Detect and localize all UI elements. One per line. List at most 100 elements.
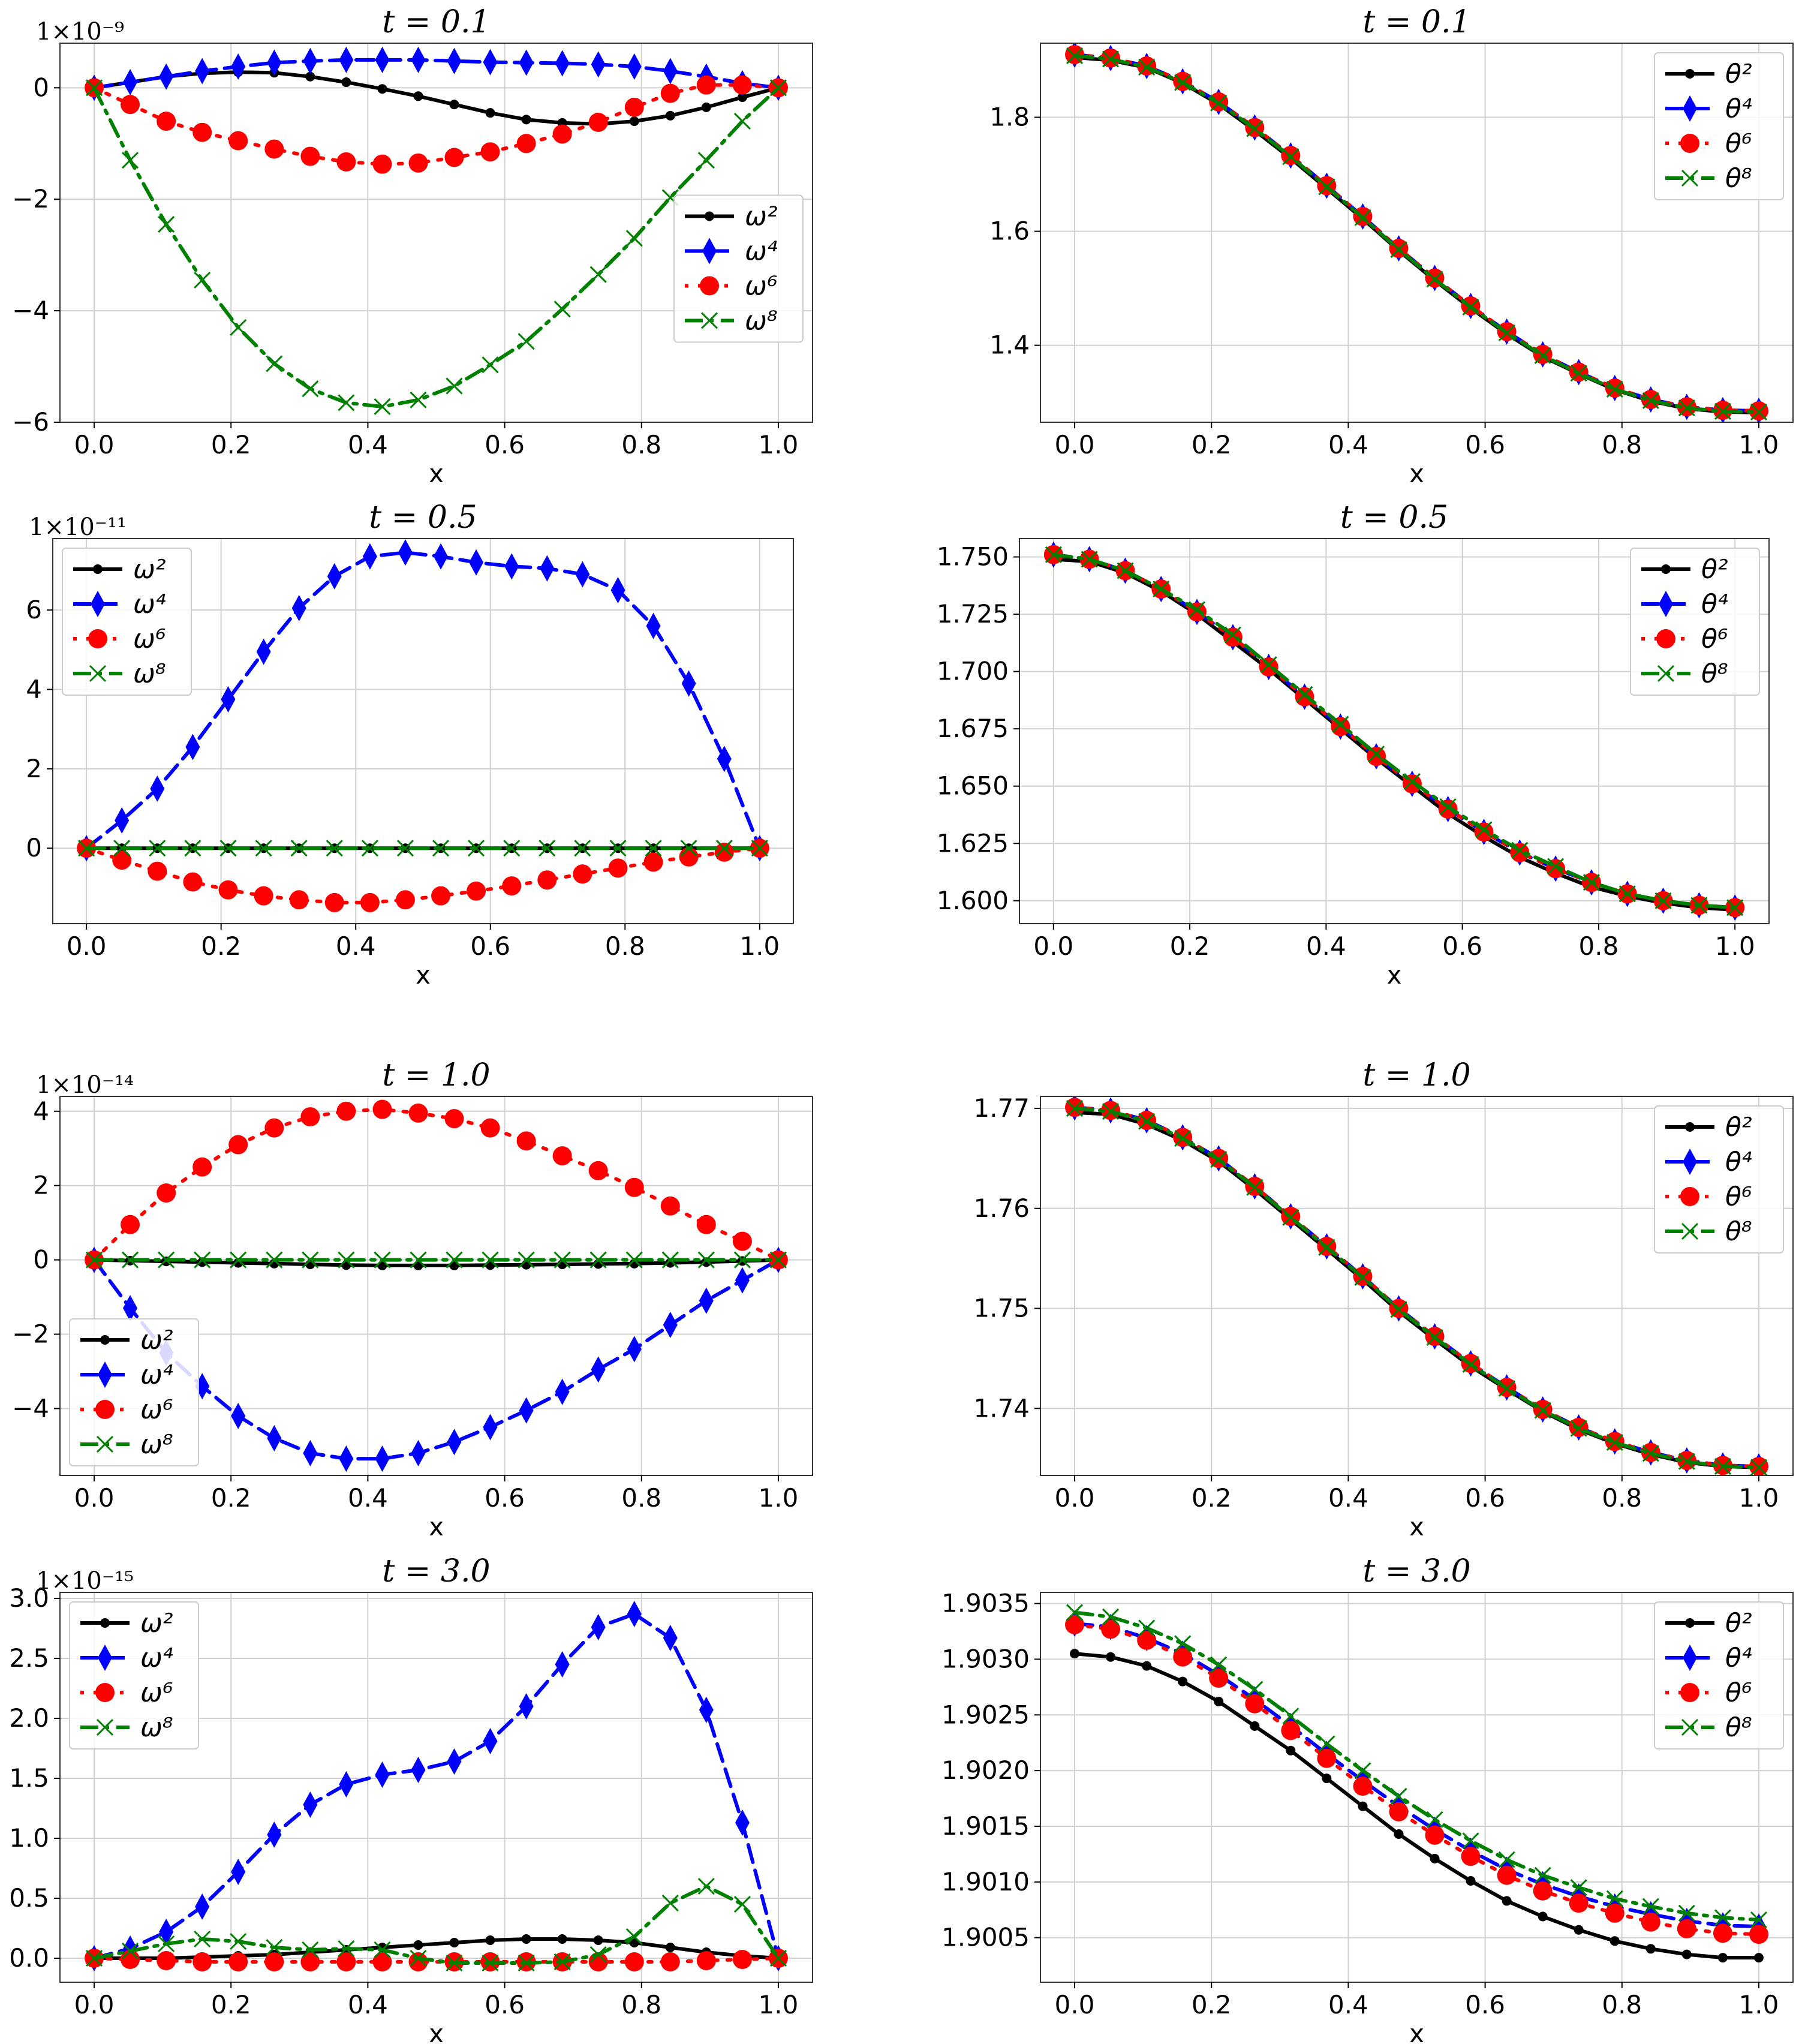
- data-point: [115, 807, 130, 834]
- x-tick-label: 0.8: [621, 1483, 661, 1513]
- x-tick-label: 1.0: [759, 1483, 799, 1513]
- chart-title: t = 0.5: [1340, 500, 1448, 536]
- data-point: [228, 1952, 248, 1971]
- data-point: [372, 1952, 392, 1971]
- data-point: [195, 1893, 210, 1920]
- data-point: [503, 840, 521, 857]
- data-point: [264, 1952, 284, 1971]
- data-point: [300, 1107, 320, 1127]
- chart-panel-1: 0.0 0.2 0.4 0.6 0.8 1.0 0 −2 −4 −6 x t = 0.1 1×10⁻⁹ ω…: [12, 4, 813, 488]
- y-tick-label: 1.0: [9, 1823, 49, 1853]
- data-point: [697, 1251, 715, 1269]
- data-point: [374, 1251, 391, 1269]
- data-point: [256, 638, 271, 665]
- data-point: [1259, 657, 1278, 677]
- data-point: [1153, 581, 1170, 598]
- data-point: [519, 49, 534, 76]
- data-point: [482, 1251, 499, 1269]
- x-tick-label: 0.4: [348, 1990, 388, 2019]
- data-point: [157, 1183, 176, 1203]
- data-point: [518, 333, 535, 350]
- data-point: [339, 1445, 354, 1472]
- x-tick-label: 0.2: [1170, 931, 1210, 961]
- y-tick-label: 2.0: [9, 1703, 49, 1733]
- y-tick-label: 1.9015: [941, 1811, 1030, 1841]
- data-point: [696, 1215, 716, 1234]
- data-point: [1498, 324, 1515, 341]
- x-tick-label: 0.4: [1328, 430, 1368, 459]
- data-point: [230, 1251, 247, 1269]
- data-point: [398, 539, 413, 566]
- data-point: [231, 53, 246, 80]
- data-point: [699, 1697, 714, 1723]
- data-point: [264, 1118, 284, 1138]
- chart-panel-2: 0.0 0.2 0.4 0.6 0.8 1.01.41.61.8xt = 0.1θ²θ⁴θ…: [989, 4, 1794, 488]
- data-point: [228, 131, 248, 151]
- data-point: [410, 1949, 427, 1967]
- data-point: [1753, 1953, 1764, 1963]
- data-point: [85, 79, 103, 97]
- y-tick-label: 1.700: [937, 657, 1009, 686]
- data-point: [375, 1445, 390, 1472]
- data-point: [609, 840, 627, 857]
- series-group: [1065, 1604, 1768, 1963]
- data-point: [1606, 1433, 1623, 1451]
- data-point: [432, 840, 450, 857]
- data-point: [449, 100, 459, 110]
- data-point: [410, 1251, 427, 1269]
- data-point: [625, 1928, 643, 1946]
- data-point: [267, 1821, 282, 1848]
- data-point: [519, 1397, 534, 1424]
- legend-box: [69, 1318, 199, 1466]
- y-tick-label: 1.600: [937, 886, 1009, 915]
- legend: ω² ω⁴ ω⁶ ω⁸: [69, 1318, 199, 1466]
- data-point: [483, 1728, 498, 1754]
- data-point: [646, 612, 661, 639]
- data-point: [1368, 746, 1385, 763]
- data-point: [1138, 1619, 1156, 1637]
- series-group: [85, 1099, 788, 1472]
- data-point: [661, 1894, 679, 1912]
- legend-marker: [95, 1683, 115, 1702]
- data-point: [184, 840, 201, 857]
- data-point: [1678, 399, 1695, 417]
- data-point: [121, 1942, 139, 1960]
- data-point: [157, 112, 176, 131]
- data-point: [1138, 58, 1156, 76]
- data-point: [219, 840, 237, 857]
- legend-marker: [98, 1645, 112, 1671]
- x-tick-label: 0.2: [211, 1990, 251, 2019]
- y-tick-label: −4: [12, 296, 49, 325]
- data-point: [266, 1938, 283, 1956]
- y-tick-label: 1.76: [973, 1194, 1030, 1223]
- data-point: [1174, 1635, 1192, 1652]
- data-point: [339, 46, 354, 73]
- y-tick-label: 1.9035: [941, 1589, 1030, 1618]
- data-point: [714, 842, 734, 862]
- data-point: [341, 1260, 351, 1270]
- data-point: [289, 890, 309, 910]
- data-point: [1750, 403, 1768, 420]
- data-point: [444, 148, 464, 167]
- data-point: [1605, 1903, 1625, 1923]
- data-point: [624, 1952, 644, 1971]
- data-point: [589, 266, 607, 283]
- data-point: [1570, 1879, 1587, 1896]
- x-axis-label: x: [1387, 960, 1402, 990]
- data-point: [231, 1859, 246, 1885]
- y-tick-label: 1.675: [937, 714, 1009, 743]
- legend-marker: [1683, 95, 1697, 122]
- data-point: [557, 1934, 567, 1944]
- data-point: [643, 852, 663, 872]
- data-point: [645, 840, 662, 857]
- legend-marker: [1683, 1149, 1697, 1175]
- x-axis-label: x: [1409, 1512, 1424, 1541]
- data-point: [1065, 1615, 1085, 1634]
- legend-label: ω⁶: [745, 271, 777, 302]
- legend-box: [69, 1601, 199, 1750]
- legend-marker: [1680, 1187, 1699, 1206]
- data-point: [735, 1267, 750, 1294]
- data-point: [302, 1251, 319, 1269]
- data-point: [696, 75, 716, 95]
- data-point: [591, 51, 606, 78]
